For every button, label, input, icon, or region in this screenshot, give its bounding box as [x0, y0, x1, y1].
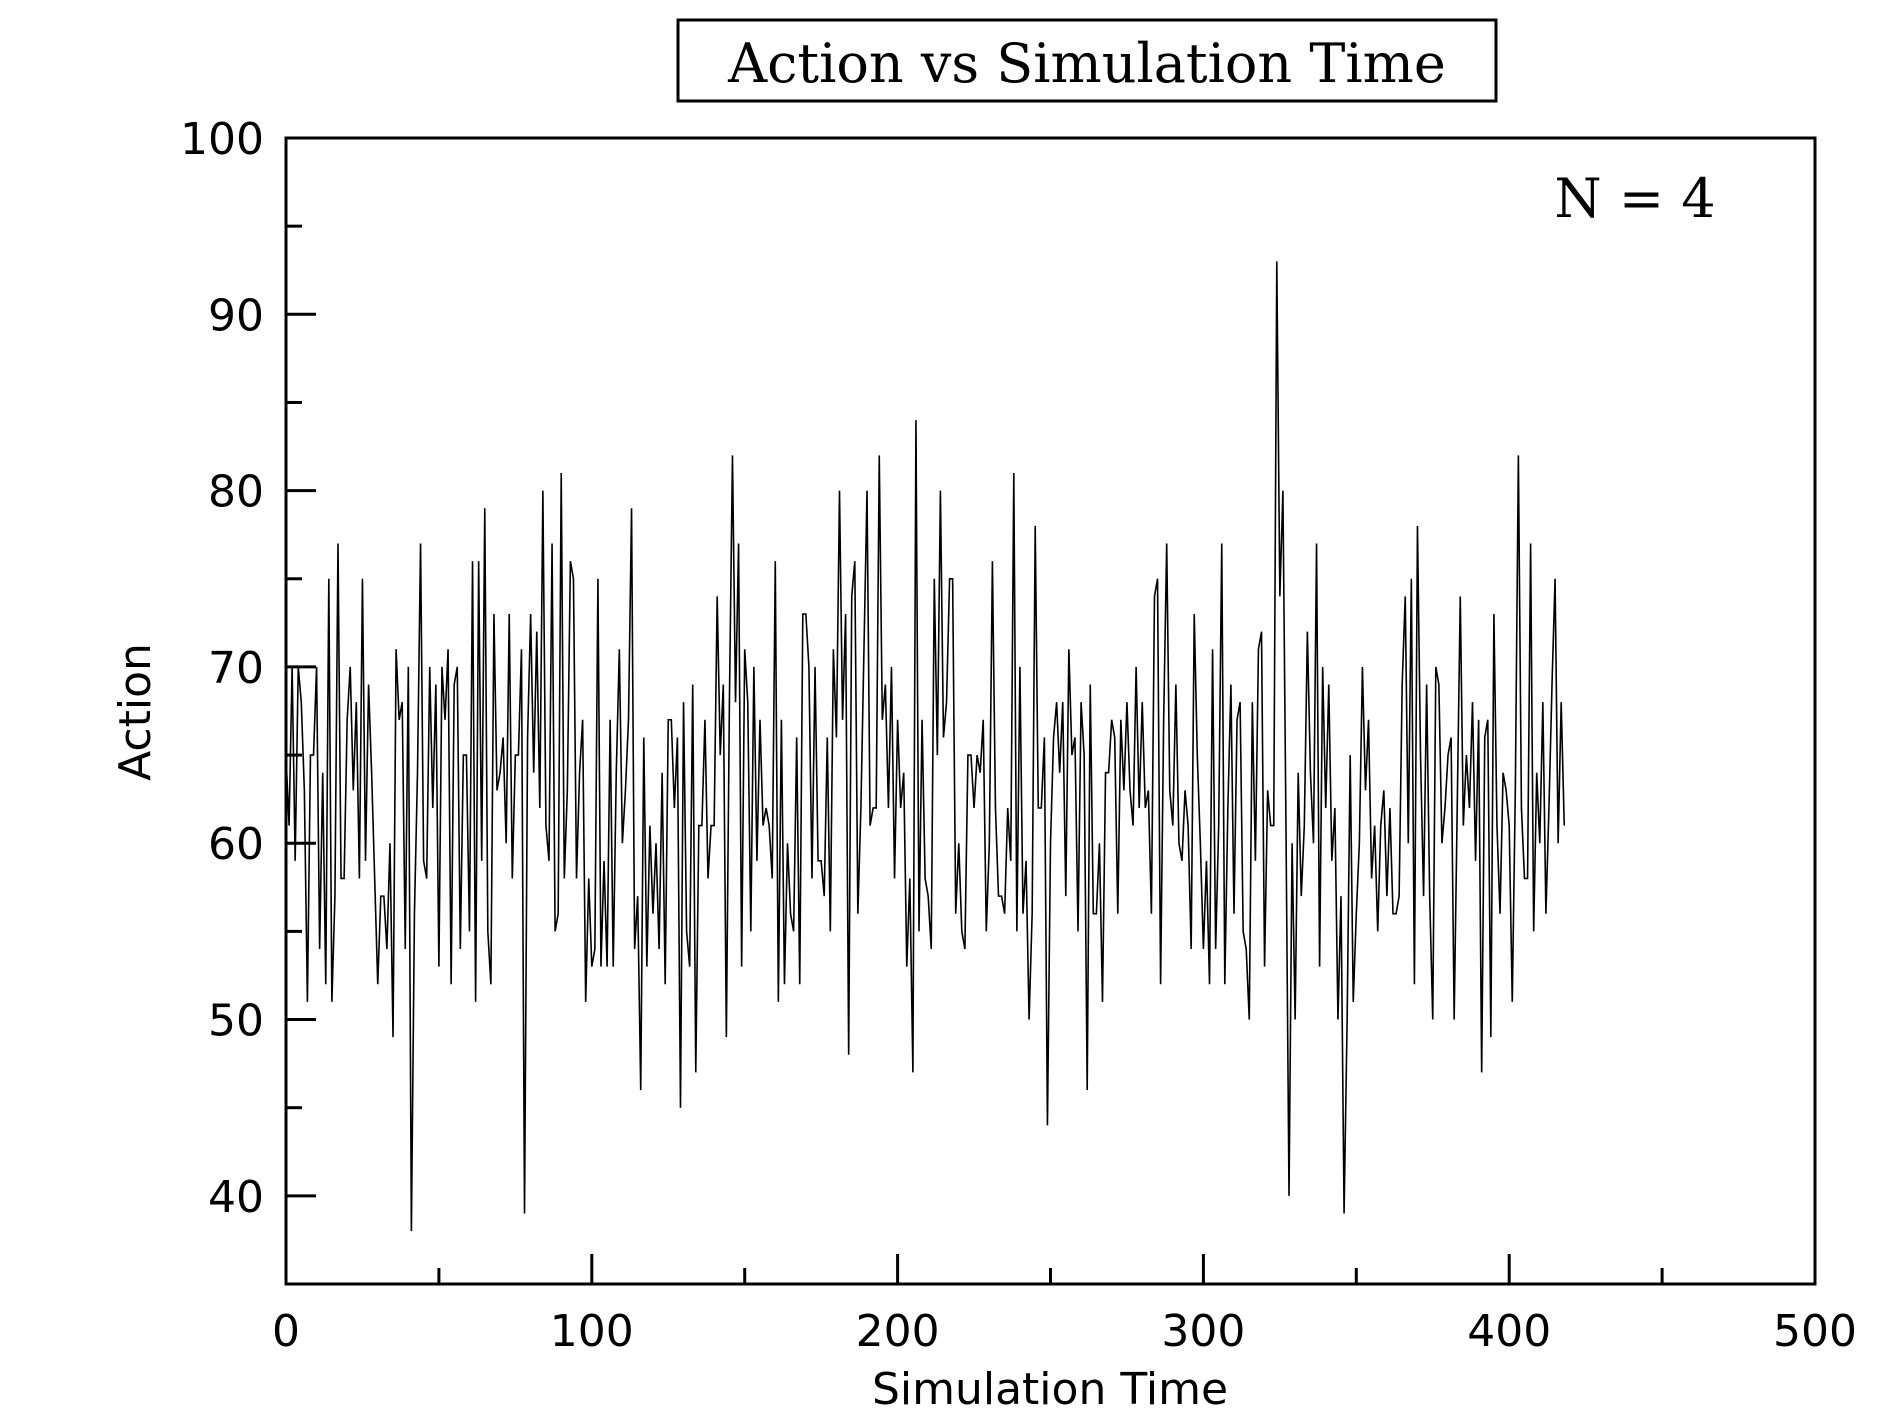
chart-title: Action vs Simulation Time — [727, 32, 1446, 95]
y-tick-label: 80 — [208, 467, 264, 518]
y-tick-label: 90 — [208, 290, 264, 341]
x-tick-label: 300 — [1161, 1306, 1245, 1357]
x-axis-tick-labels: 0 100 200 300 400 500 — [272, 1306, 1857, 1357]
x-axis-label: Simulation Time — [872, 1364, 1228, 1415]
y-axis-label: Action — [110, 643, 161, 781]
x-tick-label: 400 — [1467, 1306, 1551, 1357]
x-tick-label: 100 — [550, 1306, 634, 1357]
series-line-0 — [285, 261, 1566, 1232]
y-tick-label: 70 — [208, 643, 264, 694]
y-axis-ticks — [286, 136, 316, 1198]
series-layer — [285, 261, 1566, 1232]
y-tick-label: 50 — [208, 996, 264, 1047]
y-tick-label: 40 — [208, 1172, 264, 1223]
x-axis-ticks — [284, 1254, 1817, 1284]
plot-area — [284, 136, 1817, 1286]
title-box — [676, 18, 1498, 103]
x-tick-label: 500 — [1773, 1306, 1857, 1357]
y-tick-label: 100 — [180, 114, 264, 165]
x-tick-label: 0 — [272, 1306, 300, 1357]
n-annotation: N = 4 — [1554, 167, 1715, 230]
y-axis-tick-labels: 40 50 60 70 80 90 100 — [180, 114, 264, 1223]
y-tick-label: 60 — [208, 819, 264, 870]
x-tick-label: 200 — [856, 1306, 940, 1357]
